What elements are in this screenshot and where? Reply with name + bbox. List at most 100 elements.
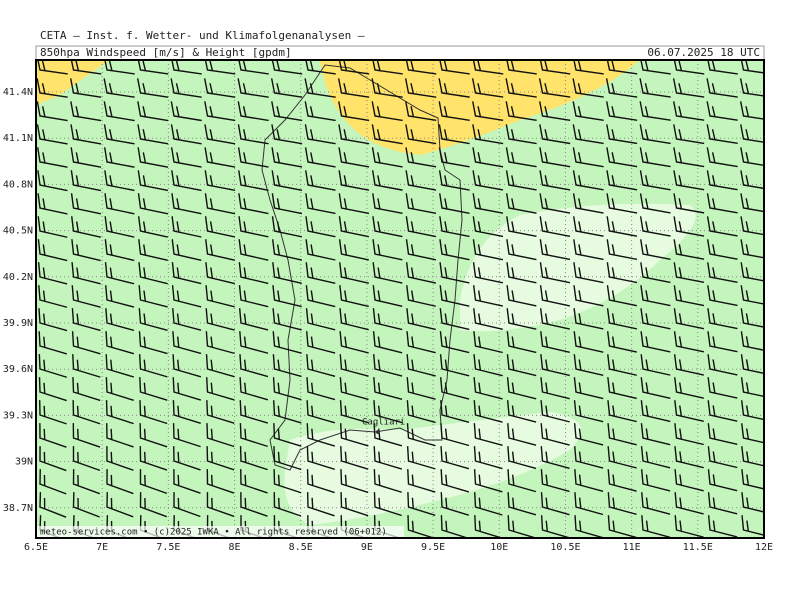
wind-barb — [39, 400, 67, 425]
wind-barb — [473, 377, 503, 400]
wind-barb — [138, 262, 168, 285]
lat-label: 41.4N — [3, 87, 33, 98]
wind-barb — [372, 239, 403, 261]
wind-barb — [72, 423, 101, 448]
wind-barb — [472, 262, 504, 284]
wind-barb — [740, 239, 764, 259]
wind-barb — [607, 400, 637, 423]
wind-barb — [674, 492, 704, 515]
wind-barb — [273, 446, 302, 471]
wind-barb — [105, 308, 135, 332]
wind-barb — [372, 216, 403, 238]
wind-barb — [373, 469, 402, 493]
wind-barb — [507, 423, 537, 446]
wind-barb — [240, 469, 268, 494]
wind-barb — [607, 354, 637, 376]
wind-barb — [472, 101, 504, 122]
wind-barb — [137, 124, 169, 145]
wind-barb — [339, 377, 369, 401]
wind-barb — [270, 78, 303, 98]
wind-barb — [606, 101, 638, 121]
wind-barb — [506, 216, 537, 238]
wind-barb — [239, 377, 269, 401]
wind-barb — [72, 492, 100, 518]
wind-barb — [305, 308, 336, 331]
wind-barb — [104, 216, 135, 238]
wind-barb — [540, 446, 570, 469]
wind-barb — [507, 446, 537, 470]
wind-barb — [540, 492, 570, 516]
wind-barb — [372, 193, 403, 215]
wind-barb — [306, 423, 336, 447]
wind-barb — [103, 101, 135, 122]
wind-barb — [172, 308, 202, 331]
wind-barb — [337, 78, 370, 98]
wind-barb — [640, 469, 671, 492]
lon-label: 10.5E — [550, 542, 580, 553]
wind-barb — [103, 147, 135, 168]
wind-barb — [340, 446, 369, 470]
wind-barb — [106, 492, 134, 518]
wind-barb — [338, 170, 370, 191]
wind-barb — [238, 285, 269, 308]
wind-barb — [439, 262, 470, 284]
wind-barb — [271, 124, 303, 145]
wind-barb — [707, 446, 738, 469]
wind-barb — [305, 262, 336, 284]
plot-area: Cagliari meteo-services.com • (c)2025 IW… — [36, 60, 764, 538]
wind-barb — [474, 492, 503, 516]
wind-barb — [640, 262, 671, 284]
wind-barb — [172, 331, 202, 355]
wind-barb — [304, 101, 336, 122]
lat-label: 39.3N — [3, 410, 33, 421]
wind-barb — [406, 331, 436, 354]
wind-barb — [438, 101, 470, 122]
wind-barb — [706, 124, 738, 145]
wind-barb — [707, 423, 738, 446]
wind-barb — [69, 78, 102, 98]
wind-barb — [205, 377, 235, 401]
wind-barb — [706, 193, 738, 214]
wind-barb — [238, 308, 269, 331]
wind-barb — [205, 239, 235, 261]
wind-barb — [71, 239, 101, 262]
wind-barb — [607, 469, 637, 492]
wind-barb — [372, 354, 403, 377]
wind-barb — [205, 262, 235, 285]
wind-barb — [338, 193, 370, 215]
wind-barb — [272, 308, 302, 331]
wind-barb — [405, 101, 437, 122]
wind-barb — [673, 308, 705, 330]
wind-barb — [740, 285, 764, 305]
wind-barb — [573, 308, 604, 330]
wind-barb — [741, 423, 764, 444]
wind-barb — [273, 469, 302, 494]
wind-barb — [572, 124, 604, 145]
wind-barb — [405, 170, 437, 191]
wind-barb — [506, 377, 537, 400]
wind-barb — [173, 469, 201, 494]
wind-barb — [439, 354, 470, 377]
wind-barb — [38, 331, 68, 355]
wind-barb — [506, 308, 537, 330]
wind-barb — [239, 423, 268, 448]
wind-barb — [373, 400, 403, 424]
wind-barb — [173, 446, 201, 471]
wind-barb — [572, 147, 604, 168]
wind-barb — [238, 216, 269, 238]
wind-barb — [138, 331, 168, 355]
wind-barb — [540, 515, 570, 538]
wind-barb — [172, 354, 202, 378]
wind-barb — [707, 354, 738, 376]
wind-barb — [539, 308, 570, 330]
wind-barb — [706, 101, 738, 121]
lat-label: 39.9N — [3, 318, 33, 329]
wind-barb — [71, 285, 101, 308]
wind-barb — [206, 446, 235, 471]
wind-barb — [440, 515, 469, 538]
wind-barb — [640, 308, 671, 330]
wind-barb — [506, 239, 537, 261]
wind-barb — [373, 377, 403, 400]
wind-barb — [573, 400, 604, 423]
